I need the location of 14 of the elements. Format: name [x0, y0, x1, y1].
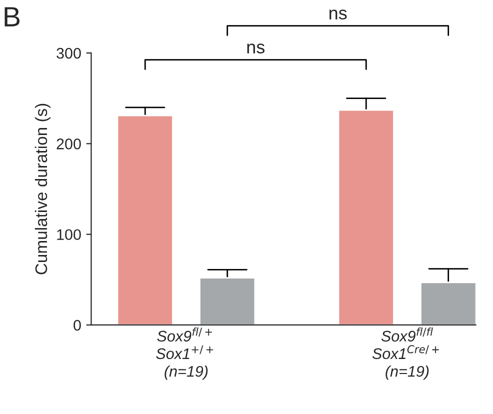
bar	[338, 109, 394, 325]
bar	[116, 114, 174, 325]
y-tick-label: 300	[56, 48, 81, 59]
category-label: Sox9$^{fl/fl}$ Sox1$^{Cre/+}$ (n=19)	[372, 327, 439, 380]
y-axis-title: Cumulative duration (s)	[34, 104, 50, 274]
annotation: ns	[247, 44, 265, 54]
y-tick-label: 200	[56, 138, 81, 150]
bar	[420, 282, 476, 325]
x-tick-label: Sox9$^{fl/+}$ Sox1$^{+/+}$ (n=19)	[156, 327, 214, 380]
y-tick-label: 100	[57, 229, 81, 240]
bar	[199, 277, 256, 325]
text: ns	[330, 10, 347, 20]
y-tick-label: 0	[74, 320, 81, 331]
text: B	[4, 7, 20, 26]
